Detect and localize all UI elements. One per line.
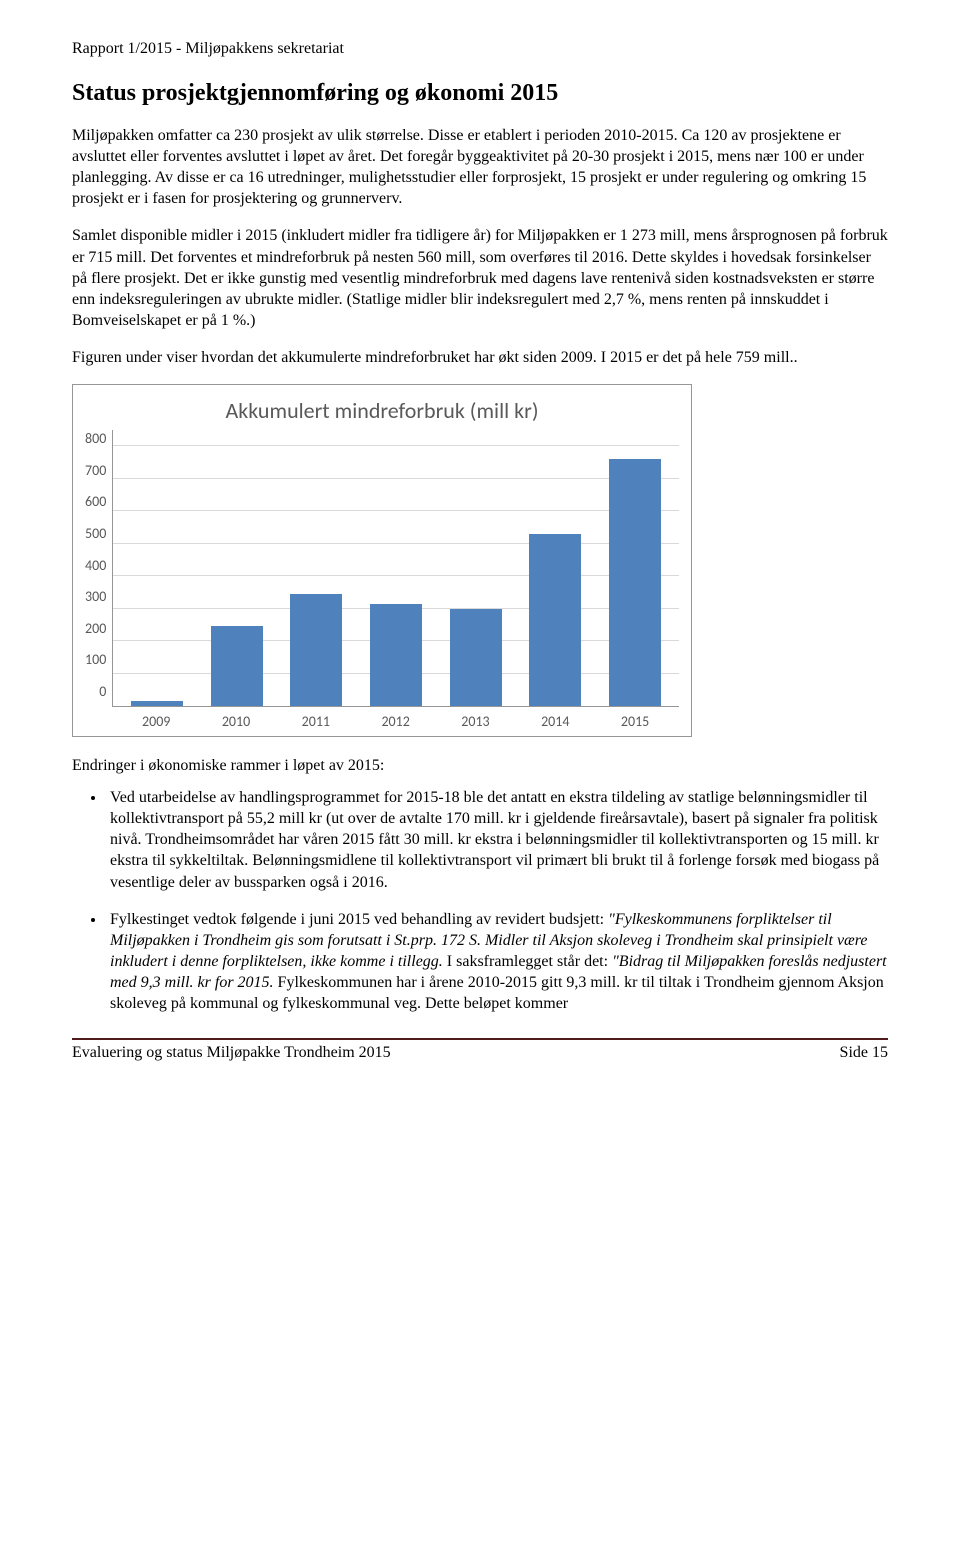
subheading: Endringer i økonomiske rammer i løpet av… xyxy=(72,757,888,775)
chart-bar xyxy=(290,594,342,706)
chart-y-tick: 600 xyxy=(85,493,106,510)
chart-y-tick: 700 xyxy=(85,462,106,479)
chart-x-tick: 2011 xyxy=(290,713,342,730)
chart-bar xyxy=(450,609,502,707)
chart-gridline xyxy=(113,543,679,544)
chart-gridline xyxy=(113,445,679,446)
chart-bar xyxy=(370,604,422,706)
chart-y-tick: 500 xyxy=(85,525,106,542)
chart-gridline xyxy=(113,478,679,479)
chart-area: 8007006005004003002001000 20092010201120… xyxy=(85,430,679,730)
chart-y-axis: 800 700 600 500 400 300 200 100 0 xyxy=(85,430,112,700)
chart-y-tick: 300 xyxy=(85,588,106,605)
chart-container: Akkumulert mindreforbruk (mill kr) 800 70… xyxy=(72,384,692,737)
chart-x-tick: 2015 xyxy=(609,713,661,730)
chart-bar xyxy=(211,626,263,706)
bullet-list: Ved utarbeidelse av handlingsprogrammet … xyxy=(72,787,888,1014)
chart-y-tick: 400 xyxy=(85,557,106,574)
chart-title: Akkumulert mindreforbruk (mill kr) xyxy=(85,397,679,424)
bullet-2: Fylkestinget vedtok følgende i juni 2015… xyxy=(106,909,888,1015)
chart-bar xyxy=(529,534,581,706)
chart-y-tick: 800 xyxy=(85,430,106,447)
chart-x-tick: 2012 xyxy=(370,713,422,730)
paragraph-2: Samlet disponible midler i 2015 (inklude… xyxy=(72,225,888,331)
paragraph-3: Figuren under viser hvordan det akkumule… xyxy=(72,347,888,368)
chart-bar xyxy=(131,701,183,706)
chart-gridline xyxy=(113,510,679,511)
chart-y-tick: 0 xyxy=(99,683,106,700)
chart-y-tick: 200 xyxy=(85,620,106,637)
footer-left: Evaluering og status Miljøpakke Trondhei… xyxy=(72,1044,391,1062)
page-footer: Evaluering og status Miljøpakke Trondhei… xyxy=(72,1038,888,1062)
body-text: Miljøpakken omfatter ca 230 prosjekt av … xyxy=(72,125,888,368)
chart-y-tick: 100 xyxy=(85,651,106,668)
chart-x-tick: 2010 xyxy=(210,713,262,730)
chart-x-axis: 2009 2010 2011 2012 2013 2014 2015 xyxy=(112,707,679,730)
bullet-2-pre: Fylkestinget vedtok følgende i juni 2015… xyxy=(110,911,608,928)
chart-x-tick: 2014 xyxy=(529,713,581,730)
report-header: Rapport 1/2015 - Miljøpakkens sekretaria… xyxy=(72,40,888,58)
chart-bar xyxy=(609,459,661,706)
bullet-2-mid: I saksframlegget står det: xyxy=(443,953,612,970)
page-title: Status prosjektgjennomføring og økonomi … xyxy=(72,80,888,107)
paragraph-1: Miljøpakken omfatter ca 230 prosjekt av … xyxy=(72,125,888,209)
chart-x-tick: 2009 xyxy=(130,713,182,730)
footer-right: Side 15 xyxy=(840,1044,888,1062)
chart-x-tick: 2013 xyxy=(449,713,501,730)
bullet-1: Ved utarbeidelse av handlingsprogrammet … xyxy=(106,787,888,893)
chart-gridline xyxy=(113,575,679,576)
chart-plot xyxy=(112,430,679,707)
